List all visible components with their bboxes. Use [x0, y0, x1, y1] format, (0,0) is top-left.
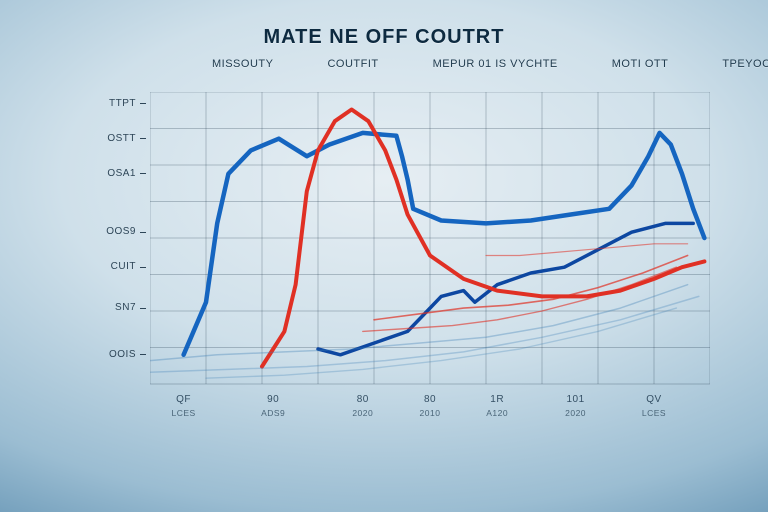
legend: MISSOUTY COUTFIT MEPUR 01 IS VYCHTE MOTI OT… — [212, 58, 768, 70]
x-tick-label: QF — [172, 394, 196, 405]
x-tick-sublabel: ADS9 — [257, 408, 289, 418]
x-tick-label: 1R — [485, 394, 509, 405]
legend-item: COUTFIT — [327, 58, 378, 70]
x-tick-label: 90 — [261, 394, 285, 405]
series-red-wisp-1 — [374, 256, 688, 320]
legend-item: MISSOUTY — [212, 58, 273, 70]
x-tick-label: 80 — [418, 394, 442, 405]
y-tick-mark — [140, 232, 146, 233]
y-tick-mark — [140, 308, 146, 309]
y-tick-label: CUIT — [111, 261, 136, 272]
x-tick-sublabel: 2010 — [414, 408, 446, 418]
x-tick-sublabel: LCES — [168, 408, 200, 418]
plot-area: TTPTOSTTOSA1OOS9CUITSN7OOISQFLCES90ADS98… — [150, 92, 710, 444]
y-tick-mark — [140, 354, 146, 355]
y-tick-label: OSTT — [107, 133, 136, 144]
y-tick-mark — [140, 103, 146, 104]
x-tick-label: QV — [642, 394, 666, 405]
y-tick-label: OSA1 — [107, 168, 136, 179]
y-tick-mark — [140, 267, 146, 268]
grid — [150, 92, 710, 384]
x-tick-sublabel: LCES — [638, 408, 670, 418]
legend-item: TPEYOCANT — [722, 58, 768, 70]
x-tick-sublabel: 2020 — [347, 408, 379, 418]
x-tick-label: 80 — [351, 394, 375, 405]
chart-title: MATE NE OFF COUTRT — [0, 26, 768, 49]
legend-item: MEPUR 01 IS VYCHTE — [433, 58, 558, 70]
x-tick-label: 101 — [564, 394, 588, 405]
x-tick-sublabel: 2020 — [560, 408, 592, 418]
x-tick-sublabel: A120 — [481, 408, 513, 418]
y-tick-label: OOIS — [109, 349, 136, 360]
series-blue-wisp-2 — [150, 296, 699, 372]
y-tick-label: TTPT — [109, 98, 136, 109]
y-tick-label: OOS9 — [106, 226, 136, 237]
y-tick-mark — [140, 173, 146, 174]
y-tick-label: SN7 — [115, 302, 136, 313]
legend-item: MOTI OTT — [612, 58, 669, 70]
chart-svg — [150, 92, 710, 444]
y-tick-mark — [140, 138, 146, 139]
